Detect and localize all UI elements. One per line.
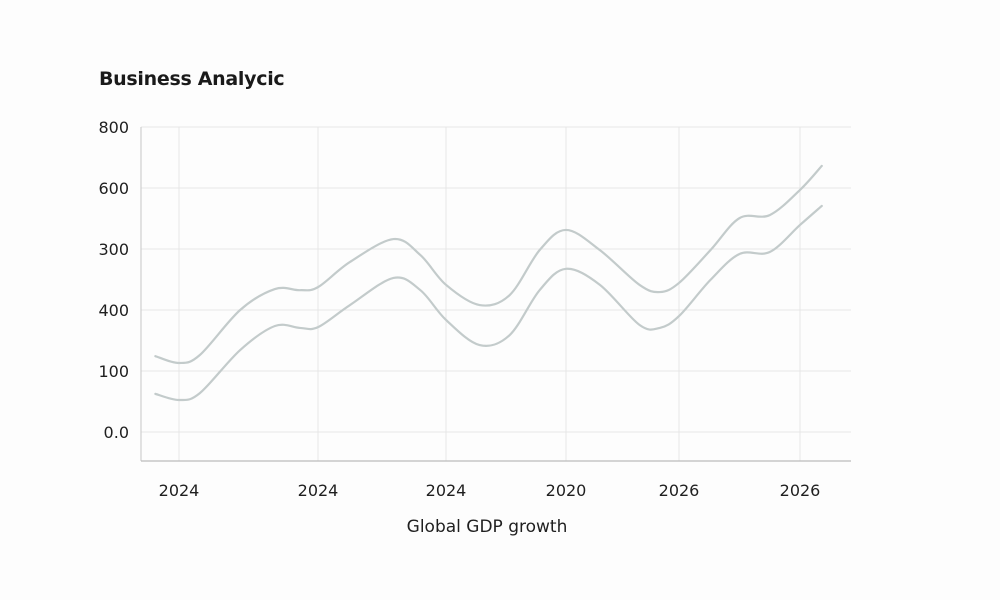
y-tick-label: 400: [98, 301, 129, 320]
y-tick-label: 600: [98, 179, 129, 198]
y-tick-label: 0.0: [104, 423, 129, 442]
x-tick-label: 2024: [159, 481, 200, 500]
x-tick-label: 2026: [659, 481, 700, 500]
x-axis-label: Global GDP growth: [407, 517, 568, 537]
series-line-2: [154, 204, 823, 402]
y-tick-label: 800: [98, 118, 129, 137]
x-tick-label: 2020: [546, 481, 587, 500]
x-tick-label: 2026: [780, 481, 821, 500]
x-tick-label: 2024: [298, 481, 339, 500]
x-tick-label: 2024: [426, 481, 467, 500]
y-tick-label: 100: [98, 362, 129, 381]
chart-title: Business Analycic: [99, 68, 285, 90]
y-tick-label: 300: [98, 240, 129, 259]
series-line-1: [154, 164, 823, 365]
